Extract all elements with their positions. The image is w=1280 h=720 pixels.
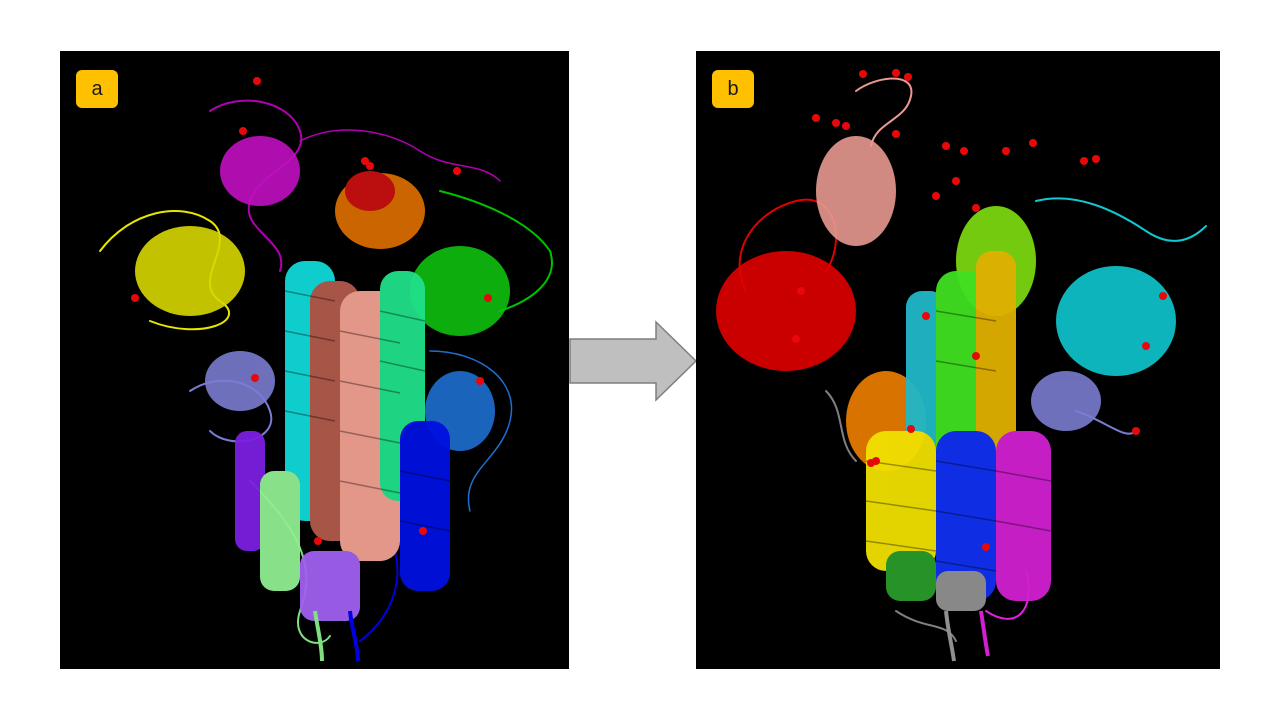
- panel-label-a: a: [76, 70, 118, 108]
- structure-panel-b: b: [696, 51, 1220, 669]
- protein-structure-b-image: [716, 69, 1207, 662]
- panel-label-b: b: [712, 70, 754, 108]
- protein-structure-a-image: [99, 77, 553, 662]
- right-arrow-icon: [569, 320, 698, 402]
- structure-panel-a: a: [60, 51, 569, 669]
